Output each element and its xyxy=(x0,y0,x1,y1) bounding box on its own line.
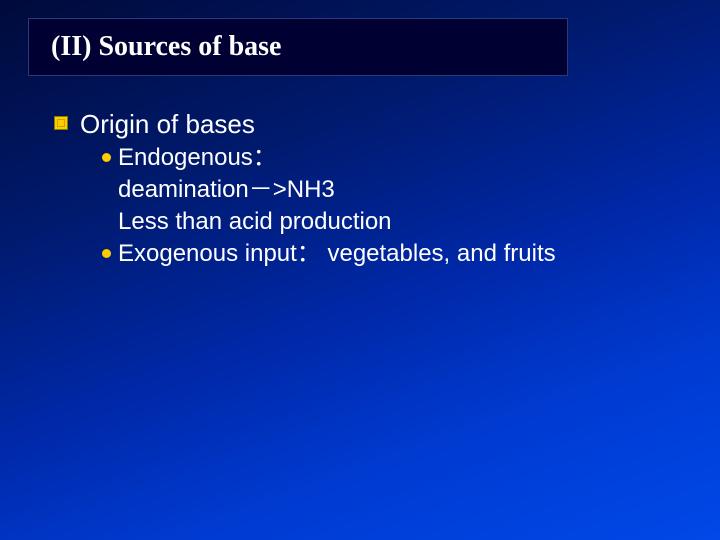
level2-label: Exogenous input： vegetables, and fruits xyxy=(118,238,556,270)
content-area: Origin of bases Endogenous： deamination－… xyxy=(54,108,690,270)
level1-text: Origin of bases xyxy=(80,108,255,140)
level2-block: Endogenous： deamination－>NH3 Less than a… xyxy=(102,142,690,270)
level2-item: Endogenous： xyxy=(102,142,690,174)
square-bullet-icon xyxy=(54,116,68,130)
level1-item: Origin of bases xyxy=(54,108,690,140)
level2-item: Exogenous input： vegetables, and fruits xyxy=(102,238,690,270)
dot-bullet-icon xyxy=(102,249,111,258)
title-box: (II) Sources of base xyxy=(28,18,568,76)
slide-title: (II) Sources of base xyxy=(51,31,281,62)
level2-label: Endogenous： xyxy=(118,142,277,174)
sub-line: deamination－>NH3 xyxy=(118,174,690,206)
dot-bullet-icon xyxy=(102,153,111,162)
sub-line: Less than acid production xyxy=(118,206,690,238)
slide-container: (II) Sources of base Origin of bases End… xyxy=(0,0,720,540)
